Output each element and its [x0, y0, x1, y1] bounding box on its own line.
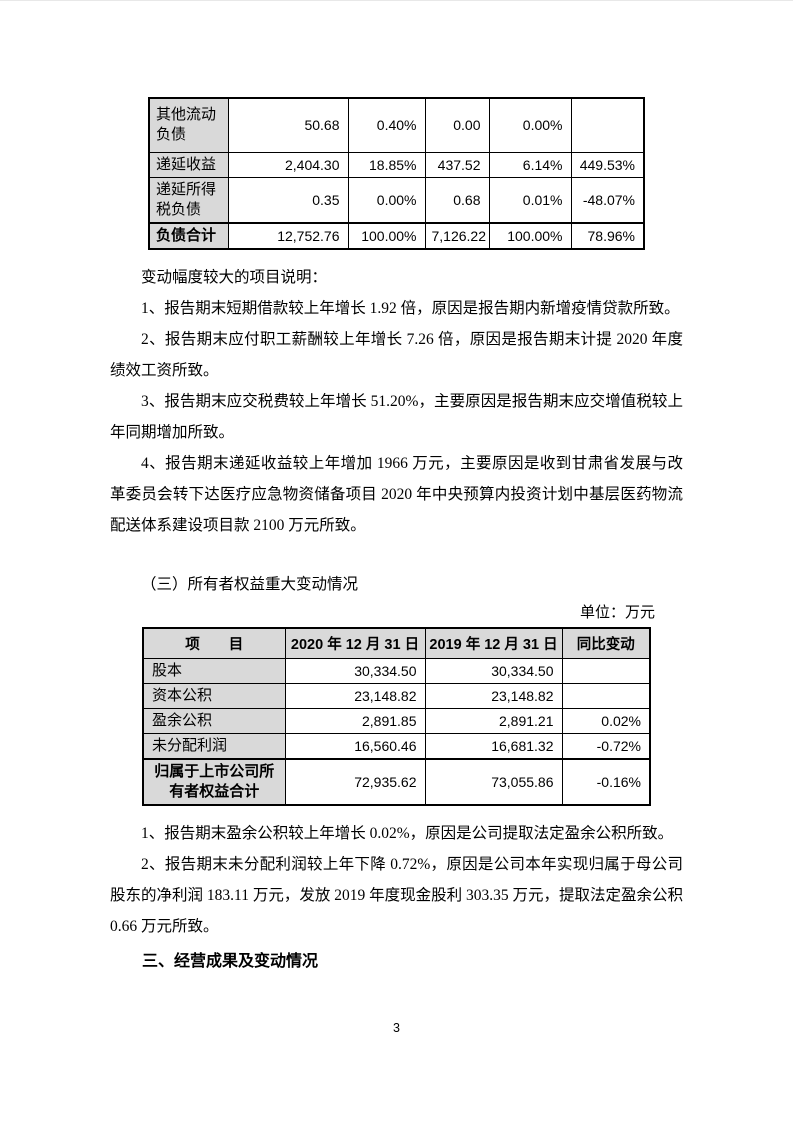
value-cell: 72,935.62	[284, 757, 426, 805]
note-paragraph: 1、报告期末短期借款较上年增长 1.92 倍，原因是报告期内新增疫情贷款所致。	[141, 299, 680, 317]
value-cell: 23,148.82	[284, 682, 426, 709]
table-total-row: 归属于上市公司所有者权益合计 72,935.62 73,055.86 -0.16…	[142, 757, 651, 805]
value-cell: 30,334.50	[284, 657, 426, 684]
row-label: 递延收益	[148, 151, 229, 178]
value-cell: 437.52	[424, 151, 490, 178]
value-cell: 0.00%	[488, 97, 572, 153]
value-cell	[561, 682, 651, 709]
table-header-row: 项 目 2020 年 12 月 31 日 2019 年 12 月 31 日 同比…	[142, 627, 651, 659]
column-header: 2019 年 12 月 31 日	[424, 627, 563, 659]
row-label: 归属于上市公司所有者权益合计	[142, 757, 286, 805]
value-cell: 100.00%	[347, 221, 426, 249]
value-cell: 0.00%	[347, 176, 426, 223]
value-cell: 7,126.22	[424, 221, 490, 249]
table-row: 资本公积 23,148.82 23,148.82	[142, 682, 651, 709]
value-cell: 23,148.82	[424, 682, 563, 709]
table-row: 其他流动负债 50.68 0.40% 0.00 0.00%	[148, 97, 645, 153]
value-cell: 16,681.32	[424, 732, 563, 759]
value-cell	[570, 97, 645, 153]
note-paragraph: 2、报告期末未分配利润较上年下降 0.72%，原因是公司本年实现归属于母公司股东…	[110, 855, 683, 935]
liabilities-notes: 变动幅度较大的项目说明： 1、报告期末短期借款较上年增长 1.92 倍，原因是报…	[110, 262, 683, 541]
row-label: 负债合计	[148, 221, 229, 249]
value-cell: 100.00%	[488, 221, 572, 249]
value-cell: 0.00	[424, 97, 490, 153]
unit-label: 单位：万元	[579, 604, 655, 621]
liabilities-table: 其他流动负债 50.68 0.40% 0.00 0.00% 递延收益 2,404…	[148, 97, 645, 250]
value-cell: 0.68	[424, 176, 490, 223]
value-cell: 6.14%	[488, 151, 572, 178]
note-paragraph: 4、报告期末递延收益较上年增加 1966 万元，主要原因是收到甘肃省发展与改革委…	[110, 454, 683, 534]
note-paragraph: 3、报告期末应交税费较上年增长 51.20%，主要原因是报告期末应交增值税较上年…	[110, 392, 683, 441]
equity-notes: 1、报告期末盈余公积较上年增长 0.02%，原因是公司提取法定盈余公积所致。 2…	[110, 818, 683, 942]
table-row: 盈余公积 2,891.85 2,891.21 0.02%	[142, 707, 651, 734]
value-cell: 2,404.30	[227, 151, 349, 178]
value-cell: 18.85%	[347, 151, 426, 178]
value-cell: 0.40%	[347, 97, 426, 153]
value-cell: 73,055.86	[424, 757, 563, 805]
row-label: 未分配利润	[142, 732, 286, 759]
row-label: 股本	[142, 657, 286, 684]
value-cell: 78.96%	[570, 221, 645, 249]
value-cell: -48.07%	[570, 176, 645, 223]
value-cell: 0.01%	[488, 176, 572, 223]
row-label: 盈余公积	[142, 707, 286, 734]
value-cell: 0.02%	[561, 707, 651, 734]
note-paragraph: 2、报告期末应付职工薪酬较上年增长 7.26 倍，原因是报告期末计提 2020 …	[110, 330, 683, 379]
page-number: 3	[393, 1021, 400, 1035]
row-label: 资本公积	[142, 682, 286, 709]
value-cell: -0.72%	[561, 732, 651, 759]
value-cell	[561, 657, 651, 684]
table-row: 递延收益 2,404.30 18.85% 437.52 6.14% 449.53…	[148, 151, 645, 178]
table-total-row: 负债合计 12,752.76 100.00% 7,126.22 100.00% …	[148, 221, 645, 249]
value-cell: 16,560.46	[284, 732, 426, 759]
table-row: 股本 30,334.50 30,334.50	[142, 657, 651, 684]
value-cell: 449.53%	[570, 151, 645, 178]
value-cell: 2,891.85	[284, 707, 426, 734]
section-heading-results: 三、经营成果及变动情况	[142, 952, 319, 970]
notes-intro: 变动幅度较大的项目说明：	[141, 268, 328, 286]
column-header: 项 目	[142, 627, 286, 659]
value-cell: 2,891.21	[424, 707, 563, 734]
table-row: 递延所得税负债 0.35 0.00% 0.68 0.01% -48.07%	[148, 176, 645, 223]
value-cell: 50.68	[227, 97, 349, 153]
equity-table: 项 目 2020 年 12 月 31 日 2019 年 12 月 31 日 同比…	[142, 626, 651, 806]
value-cell: 0.35	[227, 176, 349, 223]
section-heading-equity: （三）所有者权益重大变动情况	[141, 575, 359, 593]
row-label: 递延所得税负债	[148, 176, 229, 223]
row-label: 其他流动负债	[148, 97, 229, 153]
table-row: 未分配利润 16,560.46 16,681.32 -0.72%	[142, 732, 651, 759]
value-cell: -0.16%	[561, 757, 651, 805]
column-header: 2020 年 12 月 31 日	[284, 627, 426, 659]
value-cell: 12,752.76	[227, 221, 349, 249]
column-header: 同比变动	[561, 627, 651, 659]
value-cell: 30,334.50	[424, 657, 563, 684]
note-paragraph: 1、报告期末盈余公积较上年增长 0.02%，原因是公司提取法定盈余公积所致。	[141, 824, 674, 842]
